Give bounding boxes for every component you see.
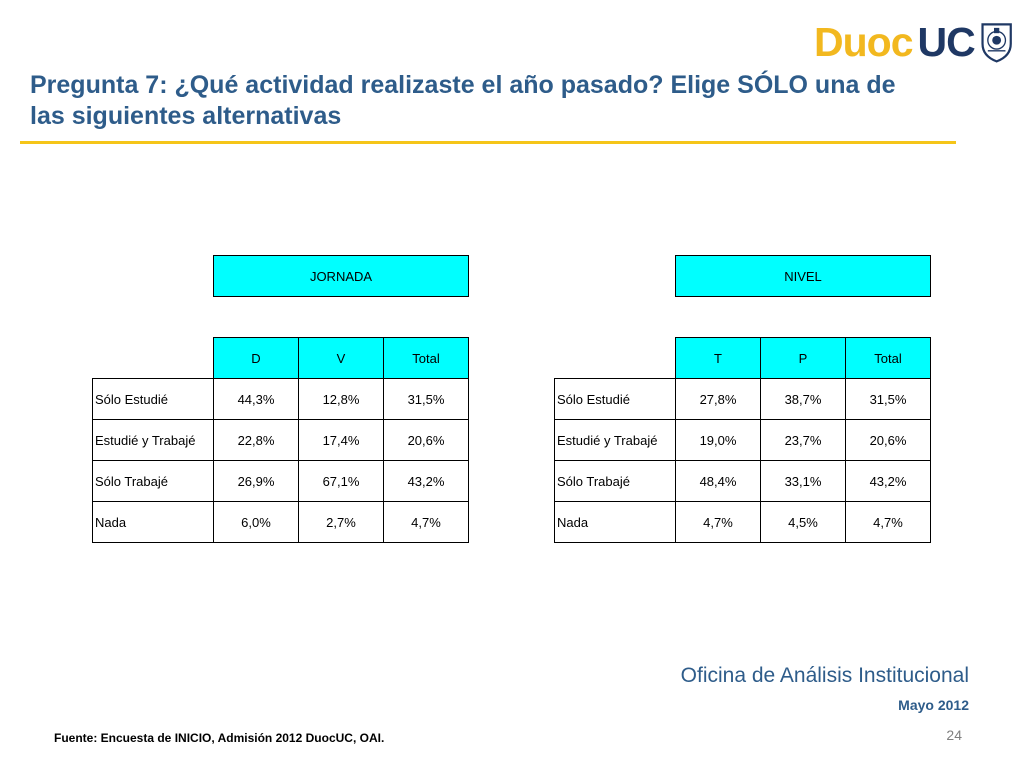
row-label: Estudié y Trabajé — [92, 419, 214, 461]
table-cell: 4,7% — [383, 501, 469, 543]
table-cell: 6,0% — [213, 501, 299, 543]
table-cell: 4,5% — [760, 501, 846, 543]
table-cell: 48,4% — [675, 460, 761, 502]
logo-uc-text: UC — [917, 18, 976, 65]
table-row: Estudié y Trabajé 22,8% 17,4% 20,6% — [92, 419, 469, 461]
group-header-nivel: NIVEL — [675, 255, 931, 297]
table-row: Nada 4,7% 4,5% 4,7% — [554, 501, 931, 543]
table-corner — [555, 338, 676, 379]
office-name: Oficina de Análisis Institucional — [680, 664, 969, 687]
page-number: 24 — [946, 727, 962, 743]
table-cell: 17,4% — [298, 419, 384, 461]
table-cell: 2,7% — [298, 501, 384, 543]
table-cell: 31,5% — [845, 378, 931, 420]
row-label: Sólo Estudié — [92, 378, 214, 420]
table-cell: 38,7% — [760, 378, 846, 420]
table-cell: 67,1% — [298, 460, 384, 502]
table-corner — [555, 256, 676, 297]
table-row: Sólo Trabajé 48,4% 33,1% 43,2% — [554, 460, 931, 502]
table-cell: 23,7% — [760, 419, 846, 461]
table-cell: 4,7% — [675, 501, 761, 543]
column-header: D — [213, 337, 299, 379]
logo-duoc-text: Duoc — [814, 18, 913, 65]
table-cell: 20,6% — [383, 419, 469, 461]
table-spacer — [555, 297, 931, 338]
column-header: Total — [845, 337, 931, 379]
row-label: Nada — [554, 501, 676, 543]
table-row: Estudié y Trabajé 19,0% 23,7% 20,6% — [554, 419, 931, 461]
university-seal-icon — [981, 23, 1012, 63]
duocuc-logo: Duoc UC — [814, 14, 1014, 70]
report-date: Mayo 2012 — [898, 697, 969, 713]
title-divider — [20, 141, 956, 144]
table-row: Sólo Estudié 44,3% 12,8% 31,5% — [92, 378, 469, 420]
table-cell: 43,2% — [383, 460, 469, 502]
column-header: T — [675, 337, 761, 379]
row-label: Sólo Trabajé — [92, 460, 214, 502]
table-cell: 27,8% — [675, 378, 761, 420]
table-row: Sólo Estudié 27,8% 38,7% 31,5% — [554, 378, 931, 420]
table-corner — [93, 256, 214, 297]
table-cell: 19,0% — [675, 419, 761, 461]
row-label: Estudié y Trabajé — [554, 419, 676, 461]
table-cell: 43,2% — [845, 460, 931, 502]
column-header: P — [760, 337, 846, 379]
page-title: Pregunta 7: ¿Qué actividad realizaste el… — [30, 71, 896, 130]
table-cell: 26,9% — [213, 460, 299, 502]
row-label: Sólo Estudié — [554, 378, 676, 420]
table-row: Nada 6,0% 2,7% 4,7% — [92, 501, 469, 543]
table-row: Sólo Trabajé 26,9% 67,1% 43,2% — [92, 460, 469, 502]
table-cell: 22,8% — [213, 419, 299, 461]
table-nivel: NIVEL T P Total Sólo Estudié 27,8% 38,7%… — [554, 255, 931, 543]
row-label: Sólo Trabajé — [554, 460, 676, 502]
group-header-jornada: JORNADA — [213, 255, 469, 297]
column-header: Total — [383, 337, 469, 379]
table-spacer — [93, 297, 469, 338]
table-cell: 33,1% — [760, 460, 846, 502]
table-cell: 4,7% — [845, 501, 931, 543]
table-cell: 12,8% — [298, 378, 384, 420]
table-cell: 31,5% — [383, 378, 469, 420]
table-corner — [93, 338, 214, 379]
row-label: Nada — [92, 501, 214, 543]
source-note: Fuente: Encuesta de INICIO, Admisión 201… — [54, 731, 385, 745]
column-header: V — [298, 337, 384, 379]
table-jornada: JORNADA D V Total Sólo Estudié 44,3% 12,… — [92, 255, 469, 543]
table-cell: 20,6% — [845, 419, 931, 461]
table-cell: 44,3% — [213, 378, 299, 420]
